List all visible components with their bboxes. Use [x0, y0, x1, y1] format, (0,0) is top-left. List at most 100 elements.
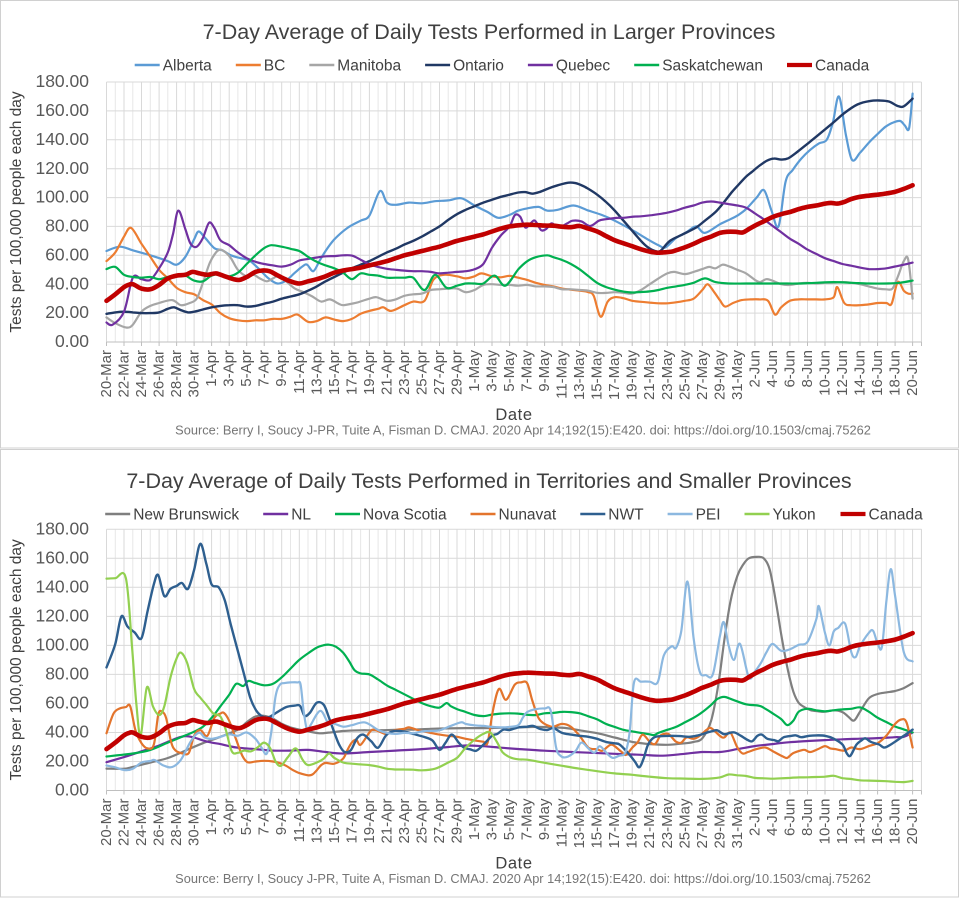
svg-text:160.00: 160.00: [35, 547, 89, 567]
svg-text:16-Jun: 16-Jun: [869, 799, 886, 845]
svg-text:24-Mar: 24-Mar: [133, 798, 150, 846]
svg-text:9-May: 9-May: [536, 350, 553, 392]
svg-text:19-May: 19-May: [624, 350, 641, 401]
svg-text:2-Jun: 2-Jun: [746, 350, 763, 388]
svg-text:29-Apr: 29-Apr: [449, 799, 466, 844]
svg-text:17-Apr: 17-Apr: [343, 350, 360, 395]
svg-text:27-Apr: 27-Apr: [431, 350, 448, 395]
svg-text:11-Apr: 11-Apr: [291, 799, 308, 843]
svg-text:6-Jun: 6-Jun: [781, 799, 798, 837]
svg-text:5-Apr: 5-Apr: [238, 799, 255, 836]
svg-text:23-May: 23-May: [659, 798, 676, 849]
svg-text:Canada: Canada: [815, 58, 870, 75]
svg-text:Source: Berry I, Soucy J-PR, T: Source: Berry I, Soucy J-PR, Tuite A, Fi…: [175, 871, 871, 886]
svg-text:3-May: 3-May: [484, 350, 501, 392]
svg-text:21-Apr: 21-Apr: [378, 799, 395, 844]
svg-text:Canada: Canada: [869, 507, 924, 524]
svg-text:5-May: 5-May: [501, 350, 518, 392]
svg-text:1-May: 1-May: [466, 798, 483, 840]
svg-text:7-Apr: 7-Apr: [256, 350, 273, 387]
svg-text:1-Apr: 1-Apr: [203, 350, 220, 387]
svg-text:40.00: 40.00: [45, 273, 89, 293]
svg-text:17-May: 17-May: [606, 350, 623, 401]
svg-text:3-Apr: 3-Apr: [221, 799, 238, 836]
svg-text:11-Apr: 11-Apr: [291, 350, 308, 394]
svg-text:8-Jun: 8-Jun: [799, 799, 816, 837]
svg-text:20-Mar: 20-Mar: [98, 350, 115, 398]
svg-text:5-May: 5-May: [501, 798, 518, 840]
svg-text:10-Jun: 10-Jun: [817, 799, 834, 845]
svg-text:19-Apr: 19-Apr: [361, 799, 378, 844]
svg-text:20-Jun: 20-Jun: [904, 350, 921, 396]
svg-text:27-May: 27-May: [694, 798, 711, 849]
svg-text:14-Jun: 14-Jun: [852, 799, 869, 845]
svg-text:17-Apr: 17-Apr: [343, 799, 360, 844]
svg-text:60.00: 60.00: [45, 693, 89, 713]
svg-text:29-May: 29-May: [711, 798, 728, 849]
svg-text:16-Jun: 16-Jun: [869, 350, 886, 396]
svg-text:Quebec: Quebec: [556, 58, 611, 75]
svg-text:Alberta: Alberta: [163, 58, 212, 75]
svg-text:80.00: 80.00: [45, 216, 89, 236]
svg-text:4-Jun: 4-Jun: [764, 799, 781, 837]
svg-text:Source: Berry I, Soucy J-PR, T: Source: Berry I, Soucy J-PR, Tuite A, Fi…: [175, 423, 871, 438]
svg-text:Nova Scotia: Nova Scotia: [363, 507, 447, 524]
svg-text:120.00: 120.00: [35, 158, 89, 178]
svg-text:0.00: 0.00: [55, 331, 89, 351]
svg-text:NWT: NWT: [608, 507, 644, 524]
svg-text:Date: Date: [495, 406, 532, 424]
svg-text:20-Jun: 20-Jun: [904, 799, 921, 845]
svg-text:21-May: 21-May: [641, 350, 658, 401]
svg-text:100.00: 100.00: [35, 187, 89, 207]
svg-text:120.00: 120.00: [35, 606, 89, 626]
svg-text:15-May: 15-May: [589, 798, 606, 849]
svg-text:20.00: 20.00: [45, 751, 89, 771]
svg-text:1-Apr: 1-Apr: [203, 799, 220, 836]
svg-text:Ontario: Ontario: [453, 58, 504, 75]
svg-text:15-Apr: 15-Apr: [326, 350, 343, 395]
svg-text:28-Mar: 28-Mar: [168, 350, 185, 398]
svg-text:23-Apr: 23-Apr: [396, 350, 413, 395]
svg-text:3-Apr: 3-Apr: [221, 350, 238, 387]
svg-text:7-May: 7-May: [519, 798, 536, 840]
svg-text:12-Jun: 12-Jun: [834, 350, 851, 396]
svg-text:22-Mar: 22-Mar: [116, 350, 133, 398]
svg-text:19-May: 19-May: [624, 798, 641, 849]
svg-text:15-May: 15-May: [589, 350, 606, 401]
svg-text:40.00: 40.00: [45, 722, 89, 742]
svg-text:PEI: PEI: [696, 507, 721, 524]
svg-text:13-Apr: 13-Apr: [308, 799, 325, 844]
svg-text:18-Jun: 18-Jun: [887, 799, 904, 845]
svg-text:23-May: 23-May: [659, 350, 676, 401]
svg-text:26-Mar: 26-Mar: [151, 350, 168, 398]
svg-text:29-May: 29-May: [711, 350, 728, 401]
svg-text:25-May: 25-May: [676, 798, 693, 849]
svg-text:Date: Date: [495, 855, 532, 873]
svg-text:180.00: 180.00: [35, 518, 89, 538]
svg-text:21-Apr: 21-Apr: [378, 350, 395, 395]
svg-text:13-Apr: 13-Apr: [308, 350, 325, 395]
svg-text:6-Jun: 6-Jun: [781, 350, 798, 388]
svg-text:Yukon: Yukon: [773, 507, 816, 524]
svg-text:13-May: 13-May: [571, 798, 588, 849]
svg-text:25-May: 25-May: [676, 350, 693, 401]
svg-text:26-Mar: 26-Mar: [151, 798, 168, 846]
svg-text:9-May: 9-May: [536, 798, 553, 840]
svg-text:7-Apr: 7-Apr: [256, 799, 273, 836]
svg-text:80.00: 80.00: [45, 664, 89, 684]
svg-text:Tests per 100,000 people each: Tests per 100,000 people each day: [8, 539, 25, 781]
svg-text:18-Jun: 18-Jun: [887, 350, 904, 396]
svg-text:8-Jun: 8-Jun: [799, 350, 816, 388]
svg-text:140.00: 140.00: [35, 576, 89, 596]
svg-text:9-Apr: 9-Apr: [273, 799, 290, 836]
svg-text:4-Jun: 4-Jun: [764, 350, 781, 388]
svg-text:140.00: 140.00: [35, 129, 89, 149]
svg-text:160.00: 160.00: [35, 100, 89, 120]
svg-text:13-May: 13-May: [571, 350, 588, 401]
svg-text:25-Apr: 25-Apr: [413, 350, 430, 395]
svg-text:New Brunswick: New Brunswick: [133, 507, 239, 524]
svg-text:24-Mar: 24-Mar: [133, 350, 150, 398]
svg-text:60.00: 60.00: [45, 244, 89, 264]
svg-text:NL: NL: [291, 507, 311, 524]
svg-text:27-Apr: 27-Apr: [431, 799, 448, 844]
